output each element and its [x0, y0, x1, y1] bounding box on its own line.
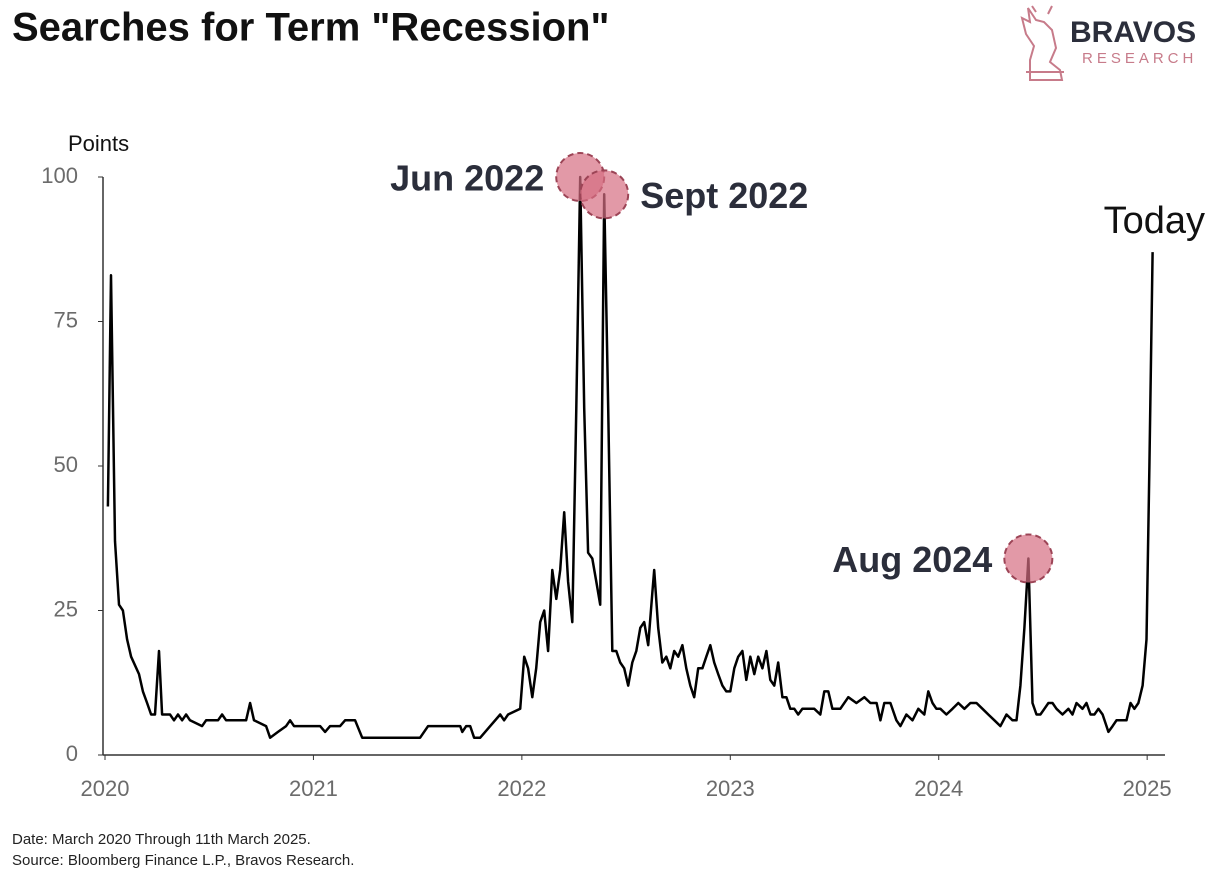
note: Date: March 2020 Through 11th March 2025… — [12, 831, 311, 848]
x-tick-label: 2022 — [497, 776, 546, 801]
end-label: Today — [1104, 200, 1205, 242]
annotation-marker — [1003, 533, 1054, 584]
x-tick-label: 2020 — [81, 776, 130, 801]
y-tick-label: 100 — [41, 163, 78, 188]
x-tick-label: 2024 — [914, 776, 963, 801]
logo — [1020, 5, 1064, 81]
line — [106, 175, 1154, 739]
note: Source: Bloomberg Finance L.P., Bravos R… — [12, 852, 354, 869]
y-tick-label: 75 — [54, 307, 78, 332]
y-tick-label: 25 — [54, 596, 78, 621]
annotation-label: Aug 2024 — [832, 539, 992, 580]
y-tick-label: 0 — [66, 741, 78, 766]
brand-sub: RESEARCH — [1082, 50, 1197, 67]
x-tick-label: 2023 — [706, 776, 755, 801]
y-axis-label: Points — [68, 131, 129, 156]
brand: BRAVOS — [1070, 16, 1196, 49]
y-tick-label: 50 — [54, 452, 78, 477]
annotation-label: Sept 2022 — [640, 175, 808, 216]
x-tick-label: 2021 — [289, 776, 338, 801]
annotation-label: Jun 2022 — [390, 158, 544, 199]
chart-title: Searches for Term "Recession" — [12, 6, 609, 50]
annotation-marker — [579, 169, 630, 220]
x-tick-label: 2025 — [1123, 776, 1172, 801]
